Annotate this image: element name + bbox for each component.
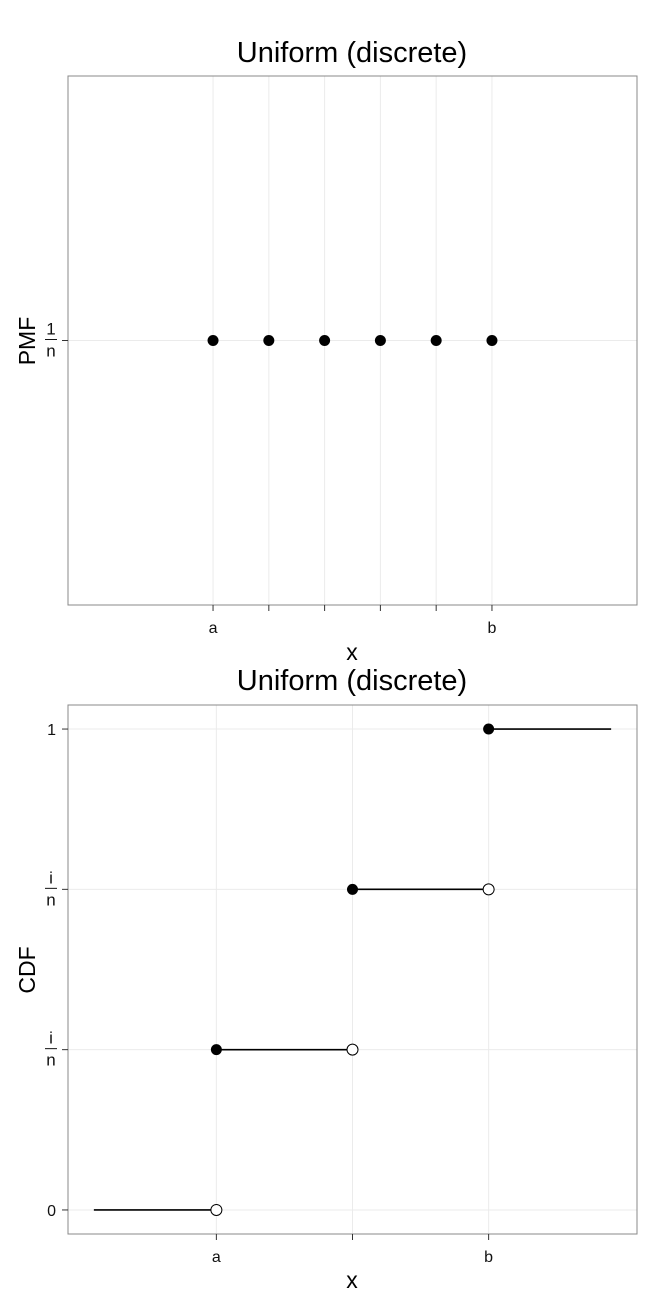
pmf-chart-title: Uniform (discrete)	[237, 37, 467, 69]
cdf-closed-point	[347, 883, 358, 895]
cdf-y-tick-label-numerator: i	[49, 1029, 53, 1048]
pmf-points	[207, 335, 498, 346]
cdf-open-point	[482, 883, 495, 896]
cdf-closed-point	[210, 1044, 222, 1056]
cdf-y-tick-label-denominator: n	[46, 890, 55, 909]
pmf-point	[207, 335, 219, 346]
cdf-closed-point	[483, 723, 495, 735]
pmf-point	[319, 335, 331, 346]
pmf-x-tick-label: a	[209, 620, 218, 637]
cdf-x-tick-label: b	[484, 1249, 493, 1266]
pmf-point	[430, 335, 442, 346]
pmf-y-axis: 1n	[45, 320, 68, 361]
cdf-y-tick-label-denominator: n	[46, 1051, 55, 1070]
pmf-y-tick-label-numerator: 1	[46, 320, 55, 339]
cdf-y-axis-title: CDF	[14, 946, 40, 993]
pmf-x-tick-label: b	[488, 620, 497, 637]
cdf-open-point	[346, 1043, 359, 1056]
pmf-point	[263, 335, 275, 346]
cdf-y-tick-label: 0	[47, 1203, 56, 1220]
pmf-y-tick-label-denominator: n	[46, 342, 55, 361]
pmf-y-axis-title: PMF	[14, 317, 40, 366]
pmf-x-axis-title: x	[346, 639, 358, 665]
cdf-y-tick-label: 1	[47, 722, 56, 739]
cdf-chart-title: Uniform (discrete)	[237, 665, 467, 697]
cdf-y-tick-label-numerator: i	[49, 868, 53, 887]
cdf-open-point	[210, 1203, 223, 1216]
cdf-x-axis-title: x	[346, 1267, 358, 1293]
pmf-point	[374, 335, 386, 346]
pmf-gridlines	[68, 76, 637, 605]
cdf-x-tick-label: a	[212, 1249, 221, 1266]
cdf-gridlines	[68, 705, 637, 1234]
pmf-point	[486, 335, 498, 346]
cdf-steps	[93, 723, 612, 1216]
